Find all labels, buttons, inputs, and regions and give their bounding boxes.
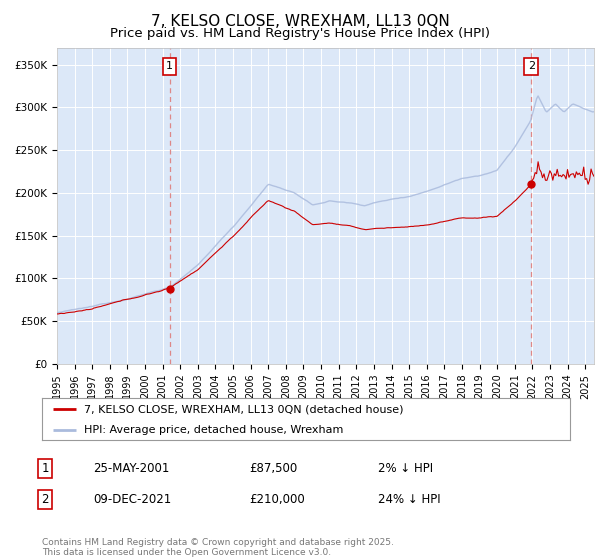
Text: 7, KELSO CLOSE, WREXHAM, LL13 0QN: 7, KELSO CLOSE, WREXHAM, LL13 0QN (151, 14, 449, 29)
Text: Contains HM Land Registry data © Crown copyright and database right 2025.
This d: Contains HM Land Registry data © Crown c… (42, 538, 394, 557)
Text: 7, KELSO CLOSE, WREXHAM, LL13 0QN (detached house): 7, KELSO CLOSE, WREXHAM, LL13 0QN (detac… (84, 404, 404, 414)
Text: 2% ↓ HPI: 2% ↓ HPI (378, 462, 433, 475)
Text: 24% ↓ HPI: 24% ↓ HPI (378, 493, 440, 506)
Text: 1: 1 (166, 62, 173, 72)
Text: Price paid vs. HM Land Registry's House Price Index (HPI): Price paid vs. HM Land Registry's House … (110, 27, 490, 40)
Text: £87,500: £87,500 (249, 462, 297, 475)
Text: 09-DEC-2021: 09-DEC-2021 (93, 493, 171, 506)
Text: 2: 2 (528, 62, 535, 72)
Text: 25-MAY-2001: 25-MAY-2001 (93, 462, 169, 475)
Text: 2: 2 (41, 493, 49, 506)
Text: 1: 1 (41, 462, 49, 475)
Text: HPI: Average price, detached house, Wrexham: HPI: Average price, detached house, Wrex… (84, 426, 344, 435)
Text: £210,000: £210,000 (249, 493, 305, 506)
